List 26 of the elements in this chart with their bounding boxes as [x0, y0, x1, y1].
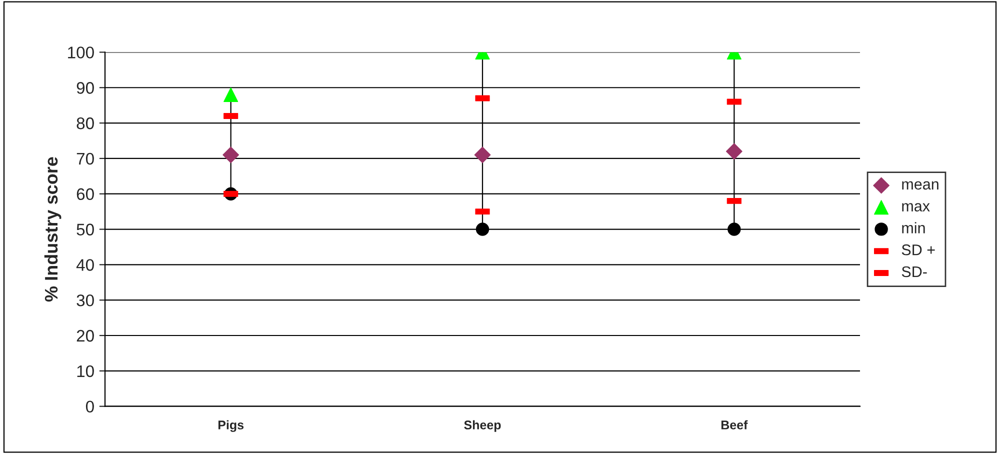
y-tick-label: 70 [76, 152, 94, 165]
x-tick-label: Pigs [218, 420, 244, 432]
y-tick-label: 0 [86, 400, 94, 413]
y-tick-label: 30 [76, 294, 94, 306]
point [726, 143, 742, 160]
legend-label: mean [902, 181, 938, 190]
x-tick-label: Beef [721, 420, 748, 430]
legend-label: max [902, 203, 930, 212]
y-axis-title: % Industry score [44, 157, 62, 302]
y-tick-label: 60 [76, 188, 94, 200]
point [222, 146, 240, 164]
y-tick-label: 80 [76, 117, 94, 130]
legend-label: SD + [902, 244, 935, 256]
y-tick-label: 10 [77, 365, 94, 378]
y-tick-label: 40 [76, 259, 94, 271]
x-tick-label: Sheep [464, 420, 501, 432]
y-tick-label: 90 [76, 82, 94, 94]
y-tick-label: 100 [68, 46, 94, 58]
y-tick-label: 50 [76, 224, 94, 236]
point [476, 222, 490, 236]
point [474, 146, 491, 164]
legend-label: min [902, 222, 925, 234]
point [728, 222, 741, 236]
point [224, 87, 238, 102]
legend-label: SD- [902, 266, 927, 278]
y-tick-label: 20 [76, 330, 94, 342]
